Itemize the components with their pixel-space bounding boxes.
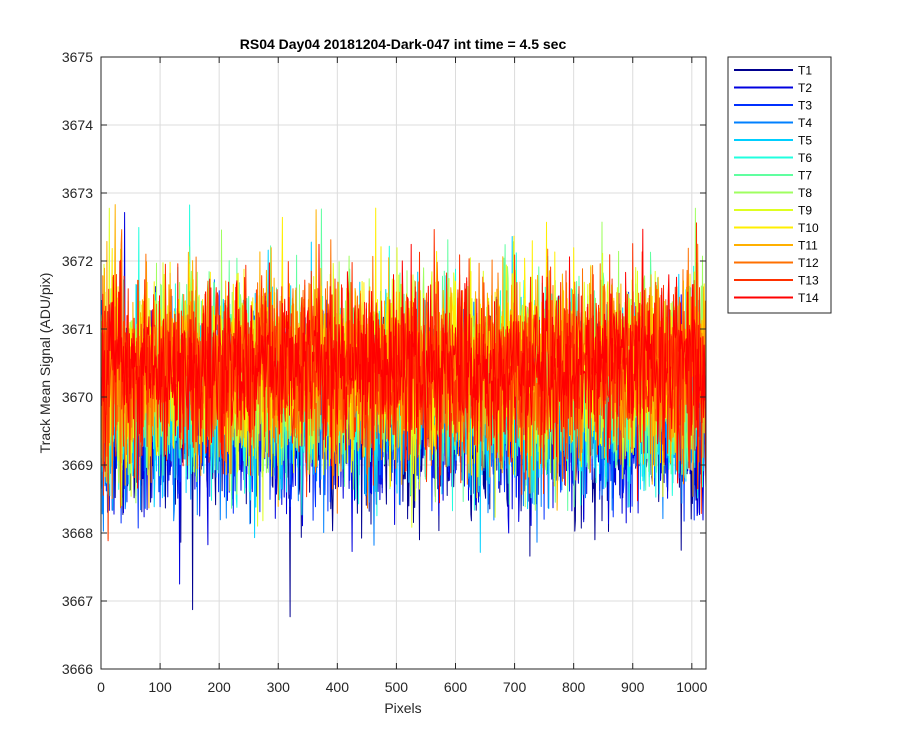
x-tick-label: 0 — [97, 679, 105, 695]
legend-label: T12 — [798, 256, 819, 270]
legend-label: T5 — [798, 134, 812, 148]
legend-label: T3 — [798, 99, 812, 113]
y-tick-label: 3666 — [62, 661, 93, 677]
x-tick-label: 200 — [207, 679, 231, 695]
legend-label: T8 — [798, 186, 812, 200]
legend-label: T6 — [798, 151, 812, 165]
y-tick-label: 3674 — [62, 117, 93, 133]
legend-box — [727, 56, 832, 314]
y-axis-label: Track Mean Signal (ADU/pix) — [37, 273, 53, 454]
x-tick-label: 400 — [326, 679, 350, 695]
plot-frame — [100, 56, 707, 670]
x-tick-label: 1000 — [676, 679, 707, 695]
x-tick-label: 300 — [267, 679, 291, 695]
y-tick-label: 3673 — [62, 185, 93, 201]
legend-label: T11 — [798, 239, 818, 253]
series-line-t14 — [101, 228, 707, 504]
chart-title: RS04 Day04 20181204-Dark-047 int time = … — [240, 36, 567, 52]
x-tick-label: 900 — [621, 679, 645, 695]
y-tick-label: 3668 — [62, 525, 93, 541]
x-tick-label: 700 — [503, 679, 527, 695]
legend-label: T4 — [798, 116, 812, 130]
y-tick-label: 3671 — [62, 321, 93, 337]
y-tick-label: 3667 — [62, 593, 93, 609]
axis-ticks: 0 100 200 300 400 500 600 700 800 900 1000 3666 3667… — [62, 49, 708, 695]
legend-label: T9 — [798, 204, 812, 218]
legend-label: T13 — [798, 274, 819, 288]
legend-label: T10 — [798, 221, 819, 235]
legend-label: T14 — [798, 291, 819, 305]
y-tick-label: 3672 — [62, 253, 93, 269]
x-tick-label: 500 — [385, 679, 409, 695]
legend: T1 T2 T3 T4 T5 T6 T7 T8 T9 T10 T11 T12 T13 T14 — [727, 56, 832, 314]
y-tick-label: 3670 — [62, 389, 93, 405]
series-lines — [101, 204, 707, 618]
x-axis-label: Pixels — [384, 700, 421, 716]
legend-label: T1 — [798, 64, 812, 78]
x-tick-label: 100 — [148, 679, 172, 695]
legend-label: T2 — [798, 81, 812, 95]
legend-label: T7 — [798, 169, 812, 183]
x-tick-label: 600 — [444, 679, 468, 695]
x-tick-label: 800 — [562, 679, 586, 695]
y-tick-label: 3669 — [62, 457, 93, 473]
y-tick-label: 3675 — [62, 49, 93, 65]
